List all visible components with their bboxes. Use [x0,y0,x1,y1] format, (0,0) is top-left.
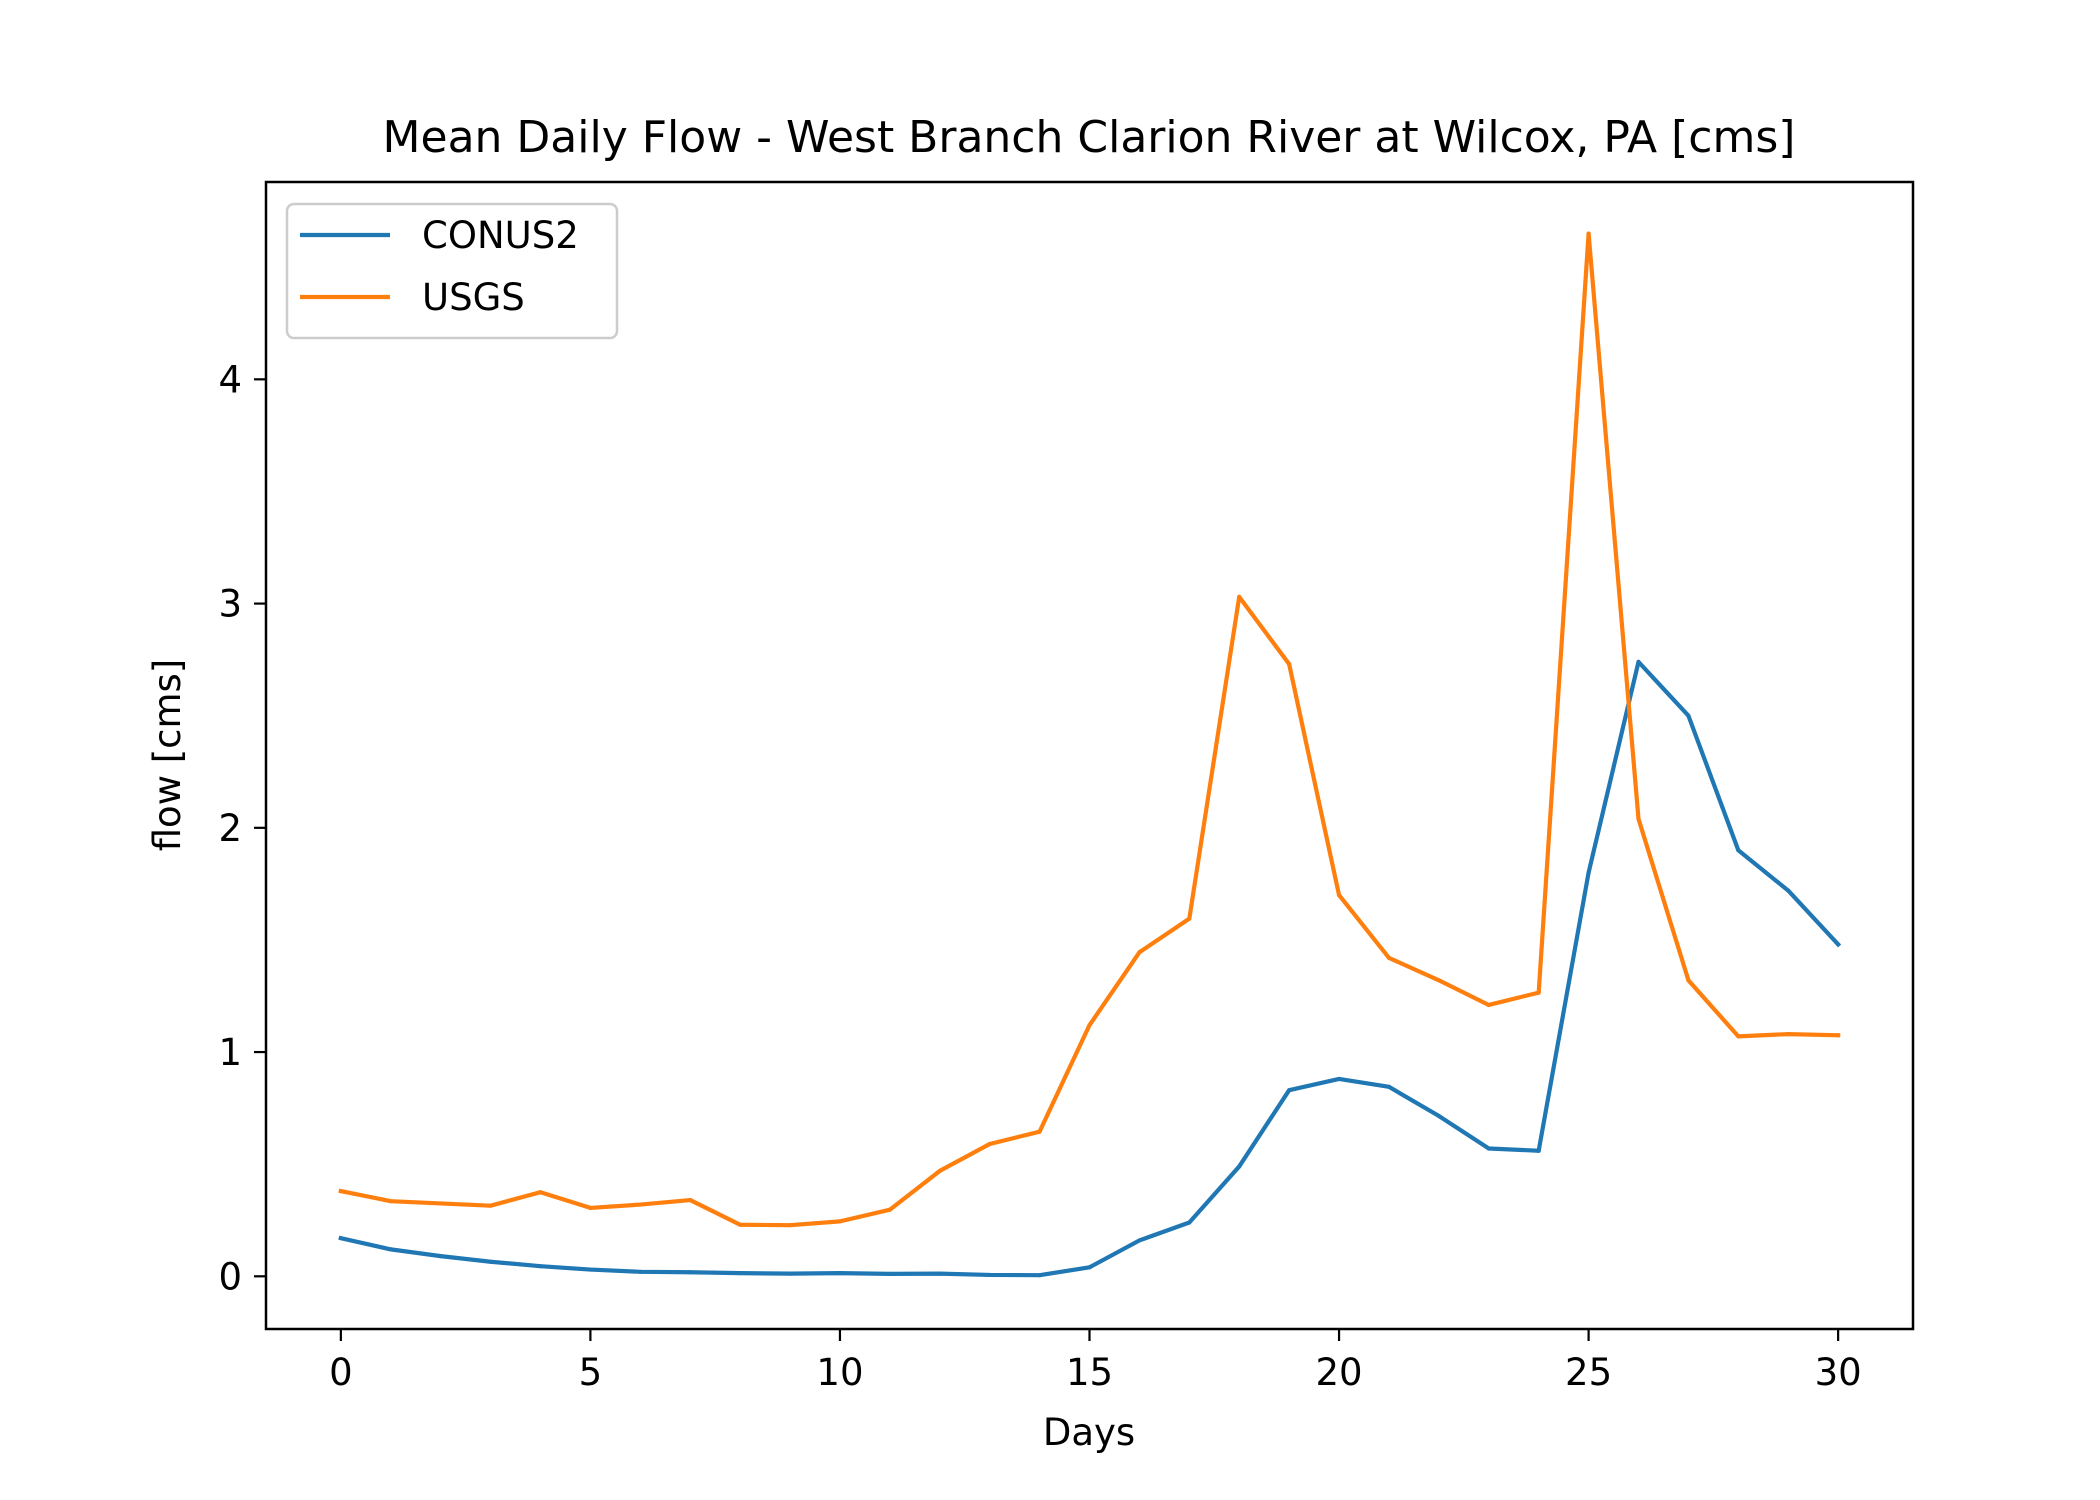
data-point-usgs [1137,950,1142,955]
data-point-conus2 [1636,659,1641,664]
series-layer [338,231,1842,1278]
y-tick-label: 2 [218,807,242,850]
y-axis-label: flow [cms] [146,659,189,852]
data-point-conus2 [1187,1220,1192,1225]
data-point-conus2 [1037,1273,1042,1278]
data-point-usgs [438,1201,443,1206]
data-point-usgs [688,1197,693,1203]
data-point-conus2 [1287,1088,1292,1093]
data-point-conus2 [1586,870,1591,875]
y-tick-label: 0 [218,1255,242,1298]
data-point-usgs [488,1203,493,1208]
legend-box [285,202,619,340]
data-point-conus2 [1087,1265,1092,1270]
data-point-usgs [388,1199,393,1204]
legend: CONUS2 USGS [285,202,619,340]
data-point-conus2 [1436,1113,1441,1119]
data-point-usgs [588,1205,593,1211]
data-point-usgs [638,1202,643,1207]
data-point-conus2 [1486,1146,1491,1151]
y-axis: 0 1 2 3 4 [218,358,266,1298]
x-tick-label: 10 [816,1351,863,1394]
series-usgs [338,231,1841,1228]
data-point-conus2 [338,1236,343,1241]
data-point-usgs [1037,1129,1042,1134]
data-point-usgs [837,1219,843,1224]
data-point-conus2 [787,1271,793,1276]
data-point-usgs [1536,990,1541,995]
x-tick-label: 0 [329,1351,353,1394]
data-point-usgs [338,1188,343,1194]
data-point-conus2 [438,1254,443,1259]
data-point-usgs [1187,916,1192,921]
data-point-conus2 [1536,1148,1541,1153]
y-tick-label: 1 [218,1031,242,1074]
data-point-conus2 [1137,1238,1142,1243]
data-point-conus2 [1836,942,1841,947]
data-point-conus2 [1336,1076,1342,1082]
data-point-usgs [1686,978,1691,983]
x-axis-label: Days [1043,1411,1135,1454]
x-axis: 0 5 10 15 20 25 30 [329,1329,1862,1394]
data-point-usgs [1336,892,1342,898]
data-point-usgs [738,1222,743,1227]
data-point-conus2 [1686,713,1691,718]
data-point-usgs [1386,955,1392,960]
legend-label-usgs: USGS [422,276,525,319]
chart-title: Mean Daily Flow - West Branch Clarion Ri… [383,112,1796,163]
data-point-conus2 [1237,1164,1242,1169]
legend-label-conus2: CONUS2 [422,214,579,257]
data-point-usgs [887,1207,892,1212]
data-point-conus2 [588,1267,593,1272]
x-tick-label: 25 [1565,1351,1612,1394]
series-conus2 [338,659,1842,1278]
data-point-conus2 [837,1271,843,1276]
y-tick-label: 3 [218,583,242,626]
x-tick-label: 20 [1315,1351,1362,1394]
data-point-conus2 [1786,888,1791,893]
data-point-conus2 [688,1270,693,1275]
data-point-conus2 [488,1259,493,1264]
data-point-usgs [1736,1034,1741,1039]
data-point-usgs [987,1141,992,1147]
x-tick-label: 15 [1066,1351,1113,1394]
data-point-conus2 [937,1271,942,1276]
data-point-usgs [1436,978,1441,983]
data-point-conus2 [1386,1084,1392,1089]
data-point-usgs [1486,1002,1491,1008]
data-point-usgs [1586,231,1591,236]
data-point-usgs [1836,1033,1841,1038]
data-point-conus2 [987,1272,992,1278]
data-point-conus2 [638,1269,643,1274]
data-point-conus2 [887,1271,892,1276]
data-point-conus2 [1736,848,1741,853]
y-tick-label: 4 [218,358,242,401]
data-point-usgs [538,1190,543,1195]
data-point-conus2 [538,1264,543,1269]
data-point-conus2 [388,1247,393,1252]
data-point-conus2 [738,1271,743,1276]
x-tick-label: 5 [579,1351,603,1394]
data-point-usgs [1087,1023,1092,1028]
data-point-usgs [1636,816,1641,821]
data-point-usgs [937,1168,942,1174]
data-point-usgs [1237,594,1242,599]
x-tick-label: 30 [1815,1351,1862,1394]
data-point-usgs [1786,1032,1791,1037]
data-point-usgs [1287,662,1292,667]
data-point-usgs [787,1223,793,1228]
